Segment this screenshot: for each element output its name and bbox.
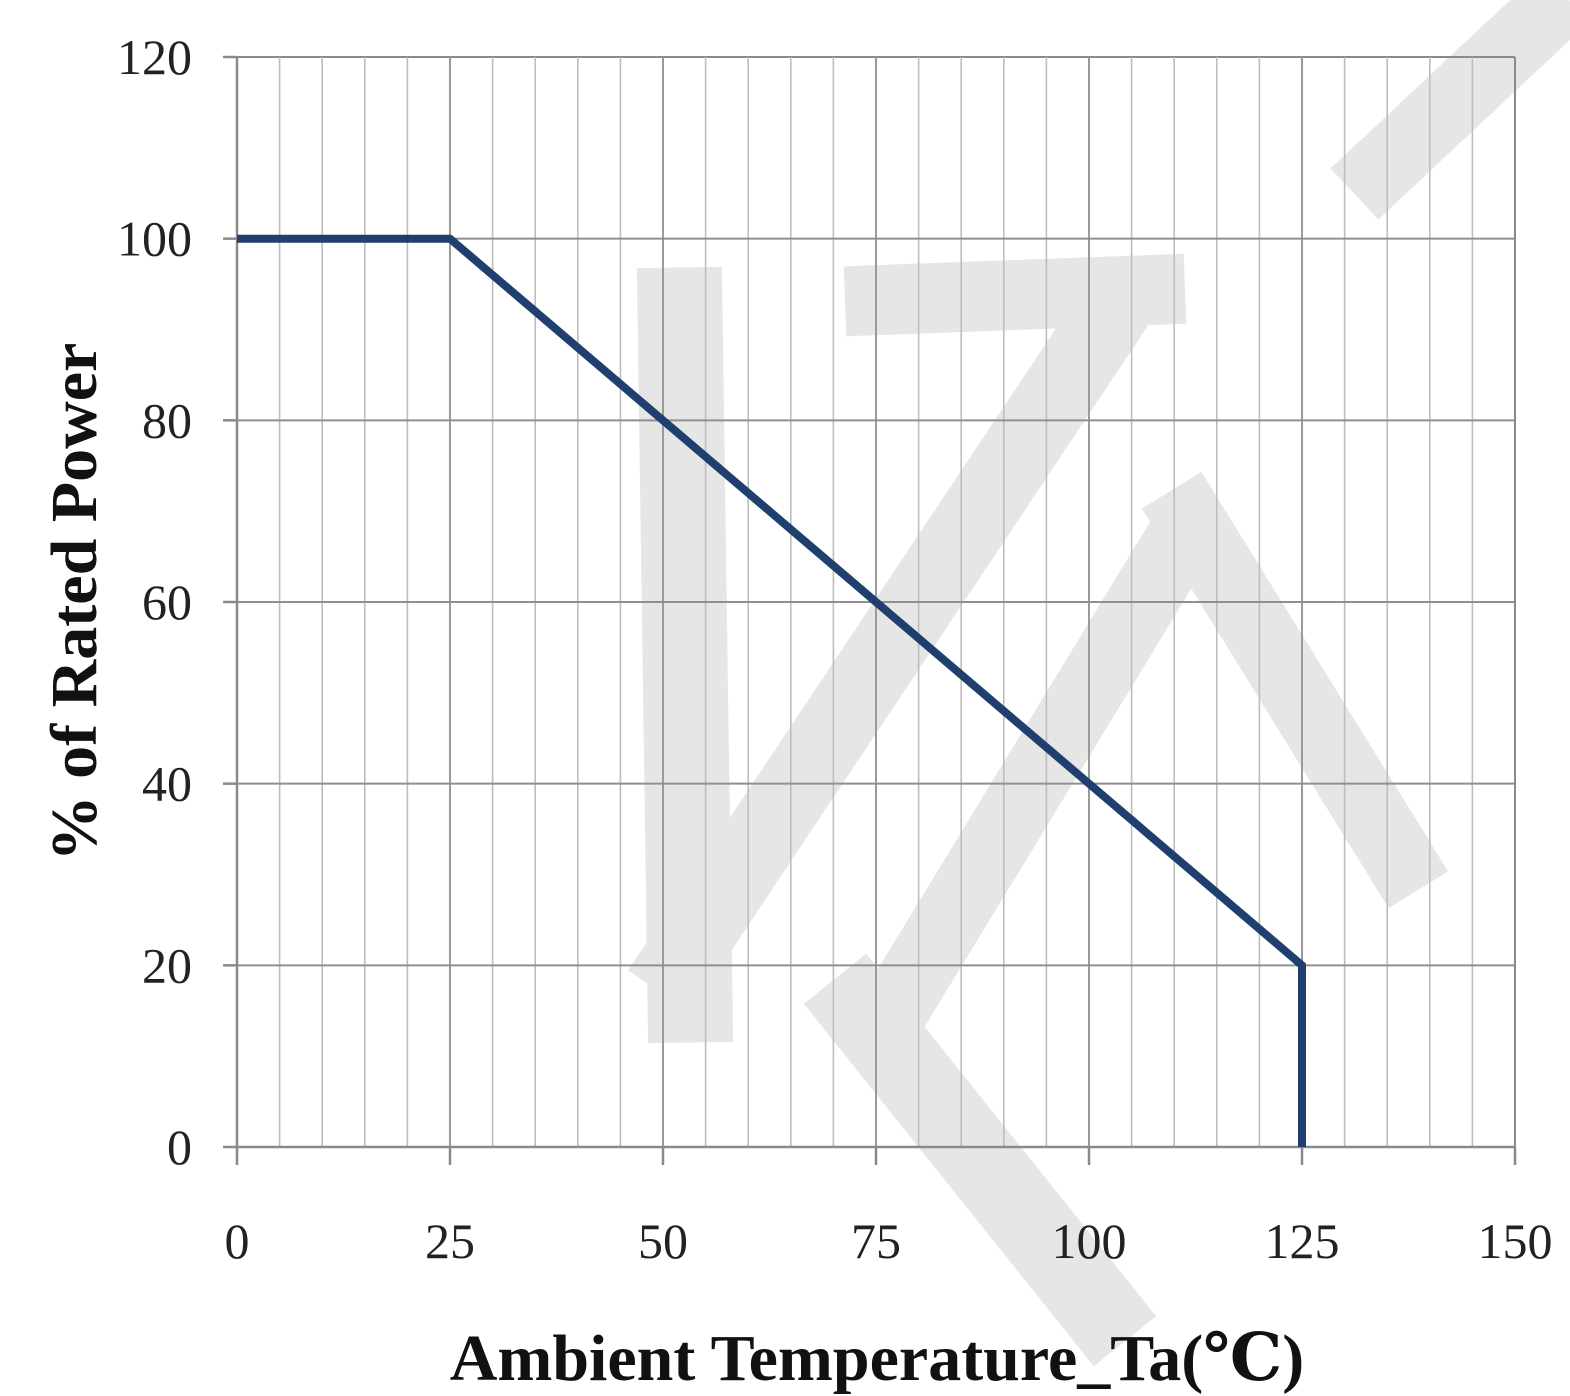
x-tick-label: 100 [1052, 1213, 1127, 1269]
y-tick-label: 120 [117, 29, 192, 85]
y-tick-label: 0 [167, 1119, 192, 1175]
y-tick-label: 40 [142, 756, 192, 812]
y-tick-label: 100 [117, 211, 192, 267]
y-axis-title: % of Rated Power [38, 343, 111, 862]
y-tick-label: 20 [142, 937, 192, 993]
watermark-logo [627, 0, 1570, 1367]
x-tick-labels: 0 25 50 75 100 125 150 [225, 1213, 1553, 1269]
x-tick-label: 125 [1265, 1213, 1340, 1269]
x-tick-label: 25 [425, 1213, 475, 1269]
x-tick-label: 0 [225, 1213, 250, 1269]
x-tick-label: 75 [851, 1213, 901, 1269]
x-axis-title: Ambient Temperature_Ta(℃) [450, 1322, 1305, 1395]
y-tick-label: 80 [142, 392, 192, 448]
y-tick-label: 60 [142, 574, 192, 630]
derating-curve [237, 234, 1306, 1147]
x-tick-label: 50 [638, 1213, 688, 1269]
y-tick-labels: 0 20 40 60 80 100 120 [117, 29, 192, 1175]
x-tick-label: 150 [1478, 1213, 1553, 1269]
series-layer [237, 234, 1306, 1147]
